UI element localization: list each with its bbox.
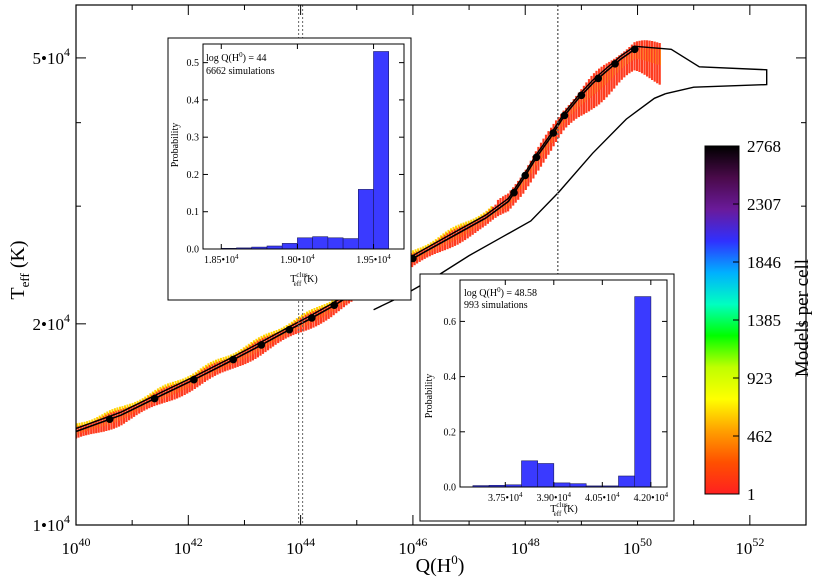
inset-bar: [374, 52, 389, 250]
track-marker: [151, 395, 159, 403]
inset-y-tick-label: 0.1: [187, 207, 200, 218]
track-marker: [594, 75, 602, 83]
inset-x-tick-label: 1.85•104: [204, 253, 239, 266]
colorbar-label: Models per cell: [792, 259, 813, 377]
x-tick-label: 1048: [511, 535, 540, 558]
inset-y-tick-label: 0.2: [444, 427, 457, 438]
inset-left: log Q(H0) = 44 6662 simulations Probabil…: [168, 38, 411, 300]
track-marker: [561, 112, 569, 120]
colorbar-tick-label: 1: [747, 485, 756, 504]
colorbar-tick-label: 923: [747, 369, 773, 388]
inset-x-tick-label: 4.05•104: [585, 491, 620, 504]
colorbar-tick-label: 1846: [747, 253, 781, 272]
inset-bar: [554, 483, 570, 487]
colorbar-tick-label: 462: [747, 427, 773, 446]
inset-bar: [343, 239, 358, 249]
inset-x-tick-label: 3.75•104: [488, 491, 523, 504]
track-marker: [331, 301, 339, 309]
track-marker: [258, 341, 266, 349]
track-marker: [308, 314, 316, 322]
track-marker: [106, 415, 114, 423]
inset-right-ylabel: Probability: [424, 374, 435, 418]
inset-left-annotation-2: 6662 simulations: [206, 66, 275, 77]
track-marker: [521, 172, 529, 180]
inset-bar: [297, 238, 312, 249]
x-tick-label: 1050: [623, 535, 652, 558]
track-marker: [533, 154, 541, 162]
inset-bar: [358, 189, 373, 249]
track-marker: [190, 376, 198, 384]
inset-x-tick-label: 4.20•104: [634, 491, 669, 504]
inset-y-tick-label: 0.5: [187, 58, 200, 69]
colorbar-tick-label: 1385: [747, 311, 781, 330]
inset-x-tick-label: 1.95•104: [356, 253, 391, 266]
inset-bar: [313, 237, 328, 249]
x-tick-label: 1052: [735, 535, 764, 558]
inset-bar: [522, 461, 538, 487]
inset-bar: [282, 243, 297, 249]
inset-x-tick-label: 1.90•104: [280, 253, 315, 266]
track-marker: [611, 60, 619, 68]
track-marker: [550, 129, 558, 137]
track-marker: [578, 92, 586, 100]
inset-left-annotation-1: log Q(H0) = 44: [206, 51, 267, 64]
x-tick-label: 1042: [174, 535, 203, 558]
y-tick-label: 1•104: [33, 512, 70, 535]
inset-bar: [538, 464, 554, 488]
x-tick-label: 1044: [286, 535, 315, 558]
y-tick-label: 2•104: [33, 311, 70, 334]
inset-bar: [635, 297, 651, 487]
inset-bar: [328, 238, 343, 249]
inset-right: log Q(H0) = 48.58 993 simulations Probab…: [420, 274, 674, 521]
colorbar-ticks: 2768 2307 1846 1385 923 462 1: [733, 137, 782, 504]
inset-y-tick-label: 0.0: [444, 483, 457, 494]
inset-y-tick-label: 0.4: [444, 372, 457, 383]
inset-right-annotation-1: log Q(H0) = 48.58: [464, 286, 537, 299]
track-marker: [286, 326, 294, 334]
colorbar-tick-label: 2307: [747, 195, 782, 214]
y-axis-label: Teff (K): [7, 240, 32, 299]
y-tick-label: 5•104: [33, 45, 70, 68]
x-tick-label: 1040: [62, 535, 91, 558]
inset-y-tick-label: 0.3: [187, 133, 200, 144]
inset-y-tick-label: 0.6: [444, 317, 457, 328]
inset-left-ylabel: Probability: [170, 123, 181, 167]
inset-y-tick-label: 0.2: [187, 170, 200, 181]
figure: 1040 1042 1044 1046 1048 1050 10521•1042•1045•…: [0, 0, 830, 582]
track-marker: [510, 189, 518, 197]
inset-y-tick-label: 0.4: [187, 95, 200, 106]
inset-bar: [619, 476, 635, 487]
inset-y-tick-label: 0.0: [187, 245, 200, 256]
colorbar-tick-label: 2768: [747, 137, 781, 156]
inset-right-annotation-2: 993 simulations: [464, 300, 528, 311]
x-axis-label: Q(H0): [416, 552, 465, 577]
track-marker: [229, 356, 237, 364]
track-marker: [631, 46, 639, 54]
